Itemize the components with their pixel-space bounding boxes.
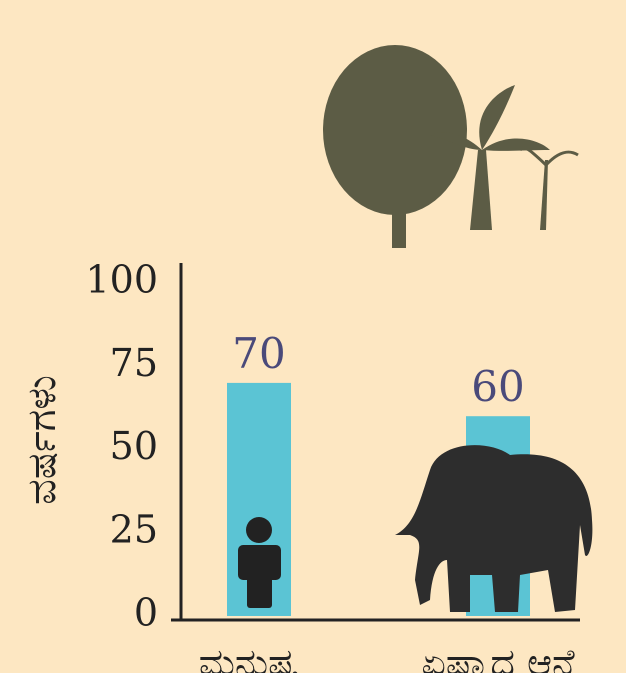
y-tick-label: 50 — [110, 424, 158, 468]
y-tick-label: 100 — [85, 258, 158, 302]
y-tick-label: 75 — [110, 341, 158, 385]
value-label: 60 — [471, 362, 524, 411]
y-tick-label: 25 — [110, 507, 158, 551]
value-label: 70 — [232, 329, 285, 378]
y-tick-label: 0 — [134, 591, 158, 635]
page: ವರ್ಷಗಳು 025507510070ಮನುಷ್ಯ60ಏಷ್ಯಾದ ಆನೆ (… — [0, 0, 626, 673]
chart: ವರ್ಷಗಳು 0 25 50 75 100 70 ಮನುಷ್ಯ 60 ಏಷ್ಯಾದ ಆನೆ — [0, 0, 626, 673]
y-axis-label: ವರ್ಷಗಳು — [19, 375, 65, 505]
x-tick-label: ಮನುಷ್ಯ — [199, 641, 299, 673]
x-tick-label: ಏಷ್ಯಾದ ಆನೆ — [421, 641, 575, 673]
